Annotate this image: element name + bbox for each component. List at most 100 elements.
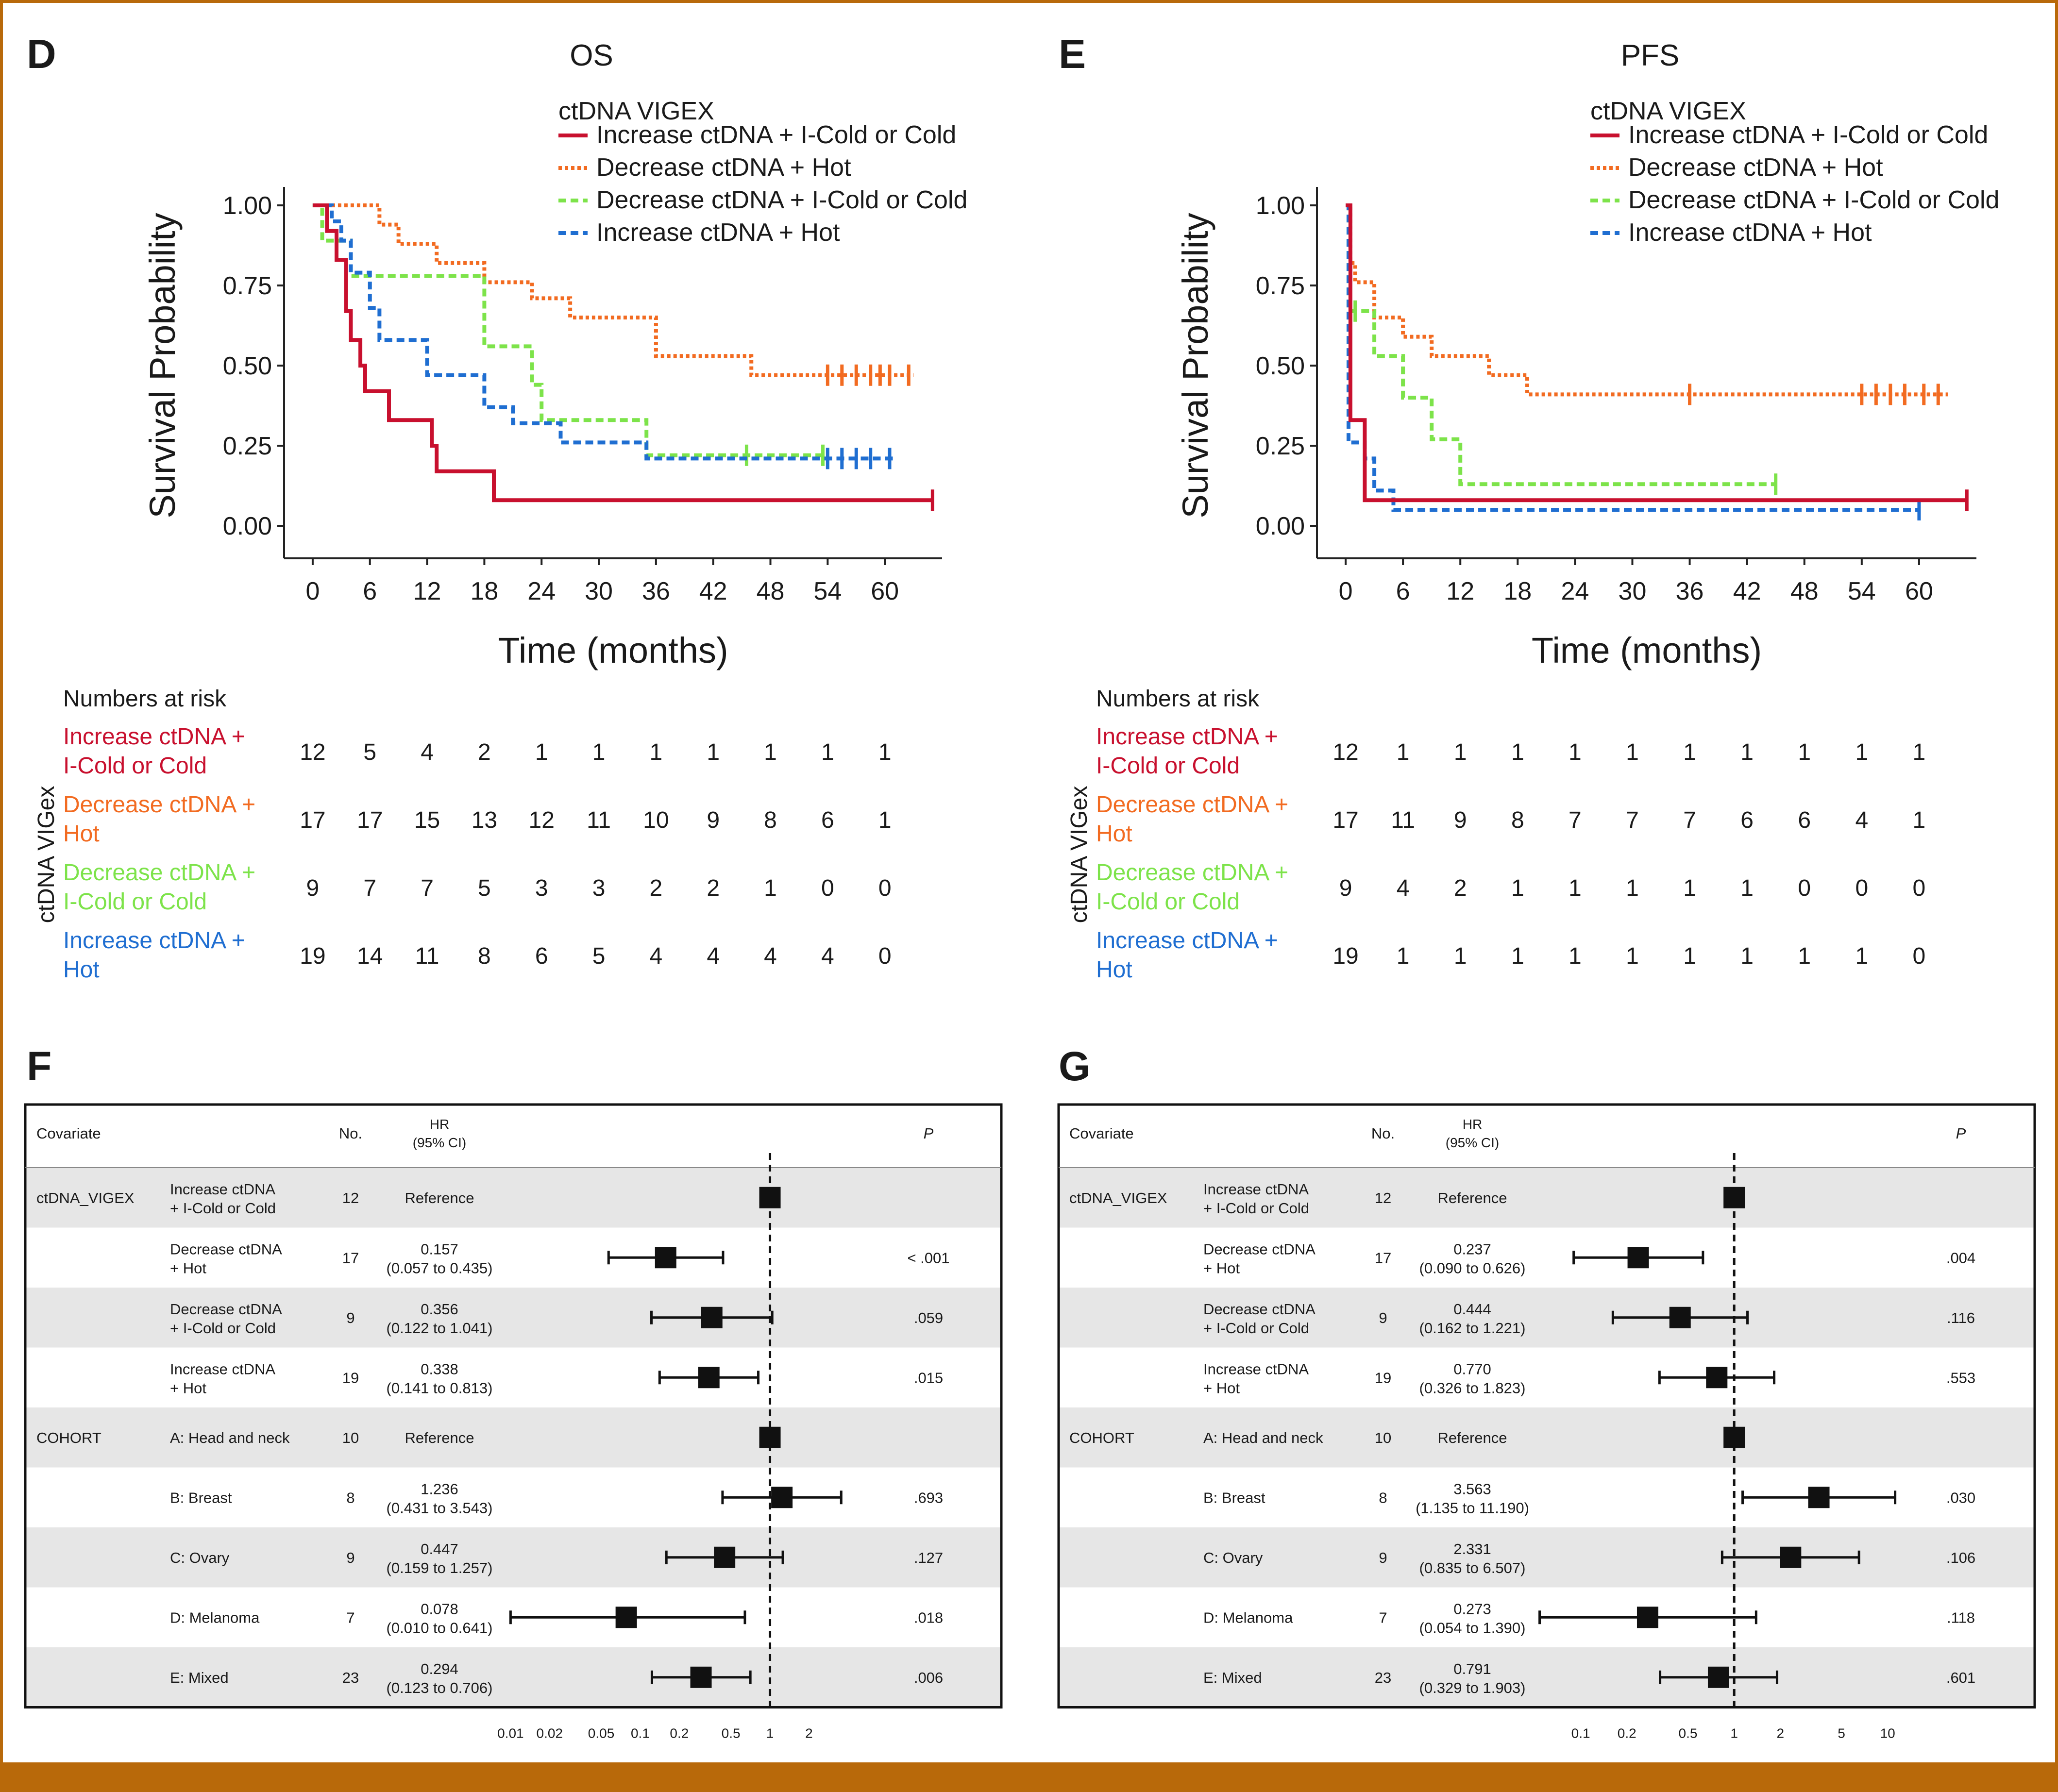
hr-point (759, 1187, 781, 1208)
forest-tick-label: 2 (1776, 1726, 1784, 1741)
header-hr: HR (430, 1117, 449, 1132)
chart-title: PFS (1621, 39, 1680, 72)
level-label: A: Head and neck (1203, 1429, 1323, 1446)
x-tick-label: 6 (363, 577, 377, 605)
x-tick-label: 18 (1503, 577, 1532, 605)
hr-ci: (0.326 to 1.823) (1419, 1379, 1526, 1396)
forest-tick-label: 10 (1880, 1726, 1895, 1741)
hr-value: 0.447 (421, 1541, 458, 1558)
risk-count: 9 (1454, 807, 1467, 833)
legend-label-inc_cold: Increase ctDNA + I-Cold or Cold (1628, 121, 1988, 149)
level-label: Increase ctDNA (1203, 1360, 1309, 1377)
risk-count: 17 (300, 807, 325, 833)
level-label: Increase ctDNA (1203, 1181, 1309, 1198)
group-label: ctDNA_VIGEX (1069, 1189, 1167, 1206)
hr-value: 0.294 (421, 1660, 458, 1677)
hr-value: 2.331 (1453, 1541, 1491, 1558)
level-label: E: Mixed (170, 1669, 229, 1686)
hr-point (771, 1487, 793, 1508)
risk-row-label: I-Cold or Cold (1096, 753, 1240, 779)
risk-count: 1 (1569, 875, 1582, 901)
panel-letter: G (1059, 1043, 1090, 1089)
row-n: 9 (346, 1309, 354, 1326)
x-tick-label: 36 (642, 577, 670, 605)
risk-count: 1 (1683, 943, 1696, 969)
p-value: .018 (914, 1609, 943, 1626)
x-tick-label: 60 (871, 577, 899, 605)
x-tick-label: 36 (1676, 577, 1704, 605)
forest-tick-label: 0.1 (1571, 1726, 1590, 1741)
risk-table-title: Numbers at risk (1096, 686, 1260, 712)
legend-label-dec_hot: Decrease ctDNA + Hot (596, 153, 851, 182)
level-label: Decrease ctDNA (1203, 1240, 1316, 1257)
hr-ci: (0.054 to 1.390) (1419, 1619, 1526, 1636)
hr-point (1636, 1607, 1658, 1628)
risk-count: 1 (878, 807, 892, 833)
risk-count: 0 (1798, 875, 1811, 901)
hr-value: 0.791 (1453, 1660, 1491, 1677)
y-tick-label: 0.00 (1256, 512, 1305, 540)
x-tick-label: 0 (1339, 577, 1353, 605)
forest-tick-label: 1 (1730, 1726, 1738, 1741)
header-covariate: Covariate (1069, 1125, 1134, 1142)
level-label: D: Melanoma (170, 1609, 260, 1626)
y-tick-label: 0.75 (1256, 272, 1305, 300)
hr-ci: (1.135 to 11.190) (1416, 1499, 1529, 1516)
risk-count: 1 (1798, 943, 1811, 969)
risk-count: 5 (363, 739, 376, 765)
risk-count: 1 (1454, 739, 1467, 765)
row-n: 17 (1375, 1249, 1391, 1266)
risk-count: 3 (592, 875, 606, 901)
x-tick-label: 42 (1733, 577, 1761, 605)
forest-tick-label: 0.5 (1679, 1726, 1698, 1741)
risk-row-label: Hot (1096, 957, 1132, 983)
hr-value: 0.444 (1453, 1301, 1491, 1318)
level-label: D: Melanoma (1203, 1609, 1293, 1626)
forest-tick-label: 0.01 (497, 1726, 524, 1741)
header-no: No. (1371, 1125, 1395, 1142)
risk-count: 1 (821, 739, 834, 765)
y-tick-label: 0.00 (223, 512, 272, 540)
risk-table-ylabel: ctDNA VIGex (1066, 786, 1092, 923)
row-n: 23 (342, 1669, 359, 1686)
risk-count: 1 (650, 739, 663, 765)
x-tick-label: 24 (1561, 577, 1589, 605)
risk-count: 4 (650, 943, 663, 969)
risk-count: 8 (478, 943, 491, 969)
risk-count: 1 (1683, 739, 1696, 765)
risk-row-label: Decrease ctDNA + (1096, 860, 1288, 886)
hr-point (759, 1426, 781, 1448)
km-curve-dec_cold (1346, 203, 1776, 486)
level-label: E: Mixed (1203, 1669, 1262, 1686)
hr-point (1723, 1426, 1745, 1448)
risk-count: 1 (1397, 943, 1410, 969)
row-n: 12 (342, 1189, 359, 1206)
risk-count: 17 (357, 807, 383, 833)
level-label: + Hot (170, 1259, 206, 1276)
y-tick-label: 0.25 (223, 432, 272, 460)
x-tick-label: 0 (305, 577, 320, 605)
risk-count: 17 (1333, 807, 1358, 833)
level-label: Increase ctDNA (170, 1181, 275, 1198)
level-label: C: Ovary (1203, 1549, 1263, 1566)
row-n: 9 (346, 1549, 354, 1566)
risk-count: 5 (592, 943, 606, 969)
p-value: .059 (914, 1309, 943, 1326)
legend-title: ctDNA VIGEX (558, 97, 714, 125)
risk-count: 19 (300, 943, 325, 969)
level-label: + I-Cold or Cold (1203, 1320, 1309, 1337)
panel-letter: E (1059, 31, 1086, 77)
risk-count: 1 (1626, 943, 1639, 969)
level-label: Decrease ctDNA (1203, 1301, 1316, 1318)
risk-count: 1 (878, 739, 892, 765)
row-shade (1059, 1288, 2035, 1348)
chart-title: OS (570, 39, 613, 72)
hr-value: Reference (405, 1189, 474, 1206)
hr-value: 0.770 (1453, 1360, 1491, 1377)
risk-count: 2 (707, 875, 720, 901)
forest-tick-label: 0.2 (670, 1726, 689, 1741)
risk-count: 1 (1913, 807, 1926, 833)
risk-count: 12 (300, 739, 325, 765)
risk-count: 8 (1511, 807, 1524, 833)
